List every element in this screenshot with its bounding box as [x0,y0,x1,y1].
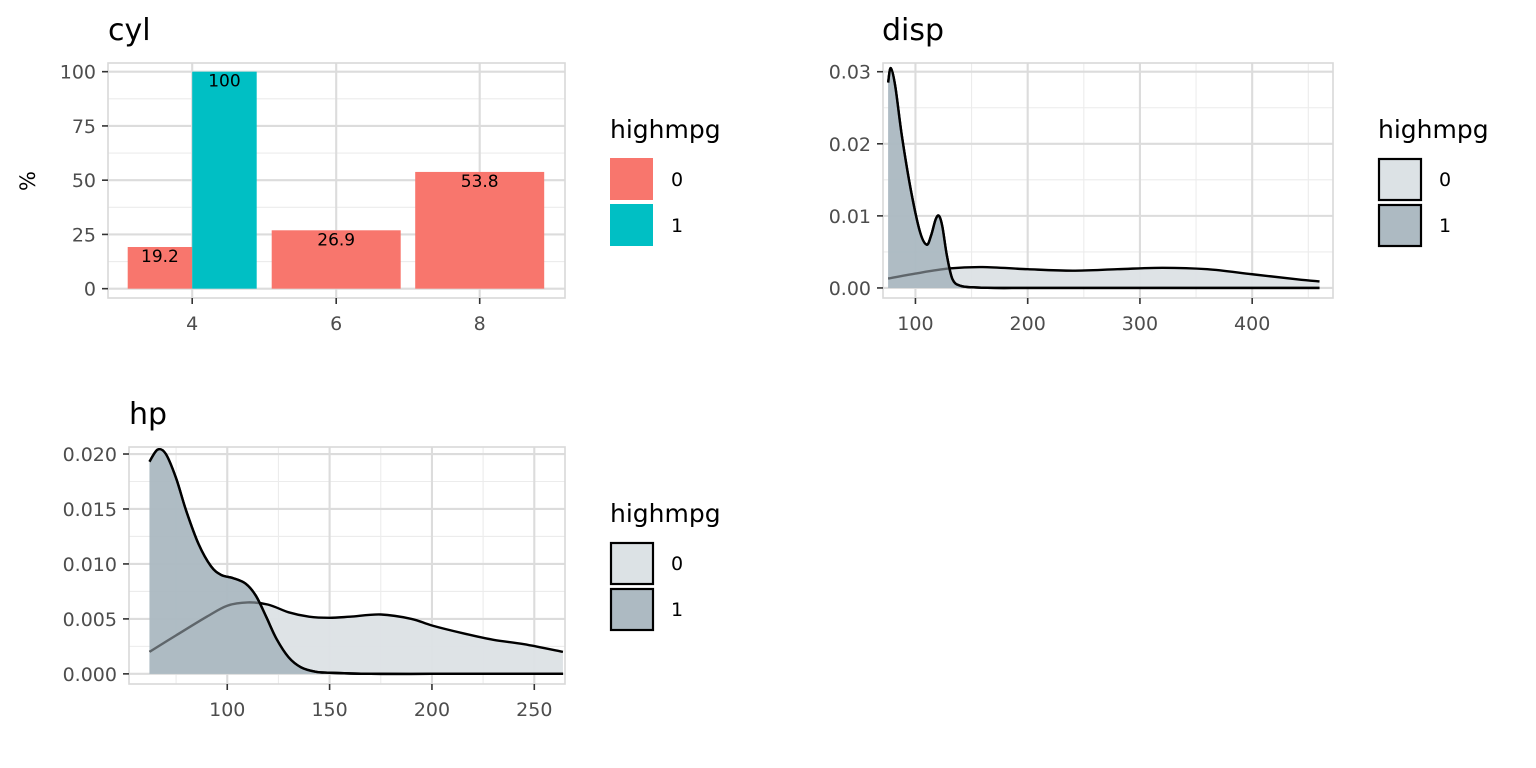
bar [271,230,401,289]
panel-border [128,446,566,685]
y-axis-label: % [16,171,40,191]
legend-title: highmpg [1378,115,1489,144]
legend-label-0: 0 [1439,169,1451,191]
y-tick-label: 0.020 [63,444,117,466]
legend-key-0 [609,541,655,586]
y-tick-label: 0.03 [829,62,871,84]
x-tick-label: 400 [1234,313,1270,335]
panel-border [882,62,1334,299]
x-tick-label: 6 [330,313,342,335]
legend-label-0: 0 [671,169,683,191]
x-tick-label: 300 [1122,313,1158,335]
chart-title-disp: disp [882,13,944,48]
data-label: 100 [208,72,240,92]
y-tick-label: 0 [84,279,96,301]
bar [127,247,193,289]
x-tick-label: 100 [209,699,245,721]
legend-key-0 [1377,157,1423,202]
x-tick-label: 4 [186,313,198,335]
y-tick-label: 25 [72,224,96,246]
legend-key-1 [610,204,653,246]
bar [415,171,545,289]
y-tick-label: 100 [60,62,96,84]
y-tick-label: 0.010 [63,554,117,576]
density-area-0 [888,267,1320,288]
bar [192,71,257,289]
chart-title-hp: hp [129,397,167,432]
y-tick-label: 0.02 [829,134,871,156]
legend-title: highmpg [610,115,721,144]
legend-key-1 [1377,203,1423,248]
legend-label-1: 1 [671,599,683,621]
legend-label-0: 0 [671,553,683,575]
legend-2: highmpg 0 1 [609,499,721,632]
density-line-top [886,66,1320,290]
y-tick-label: 0.01 [829,206,871,228]
density-overlay [888,68,1320,288]
x-tick-label: 250 [516,699,552,721]
x-tick-label: 200 [414,699,450,721]
density-line-top [148,447,563,676]
chart-hp: 0.000 0.005 0.010 0.015 0.020 100 150 200 250 [63,444,566,721]
chart-title-cyl: cyl [108,13,151,48]
data-label: 26.9 [317,230,355,250]
y-tick-label: 0.015 [63,499,117,521]
y-tick-label: 0.005 [63,609,117,631]
y-tick-label: 75 [72,116,96,138]
legend-label-1: 1 [1439,215,1451,237]
chart-cyl: 19.2 100 26.9 53.8 0 25 50 75 100 4 6 8% [16,62,566,335]
density-line-1 [886,66,1320,290]
density-area-1 [888,68,1320,288]
legend-1: highmpg 0 1 [1377,115,1489,248]
data-label: 19.2 [141,247,179,267]
x-tick-label: 8 [474,313,486,335]
y-tick-label: 0.00 [829,278,871,300]
legend-label-1: 1 [671,215,683,237]
legend-key-0 [610,158,653,200]
x-tick-label: 100 [897,313,933,335]
legend-title: highmpg [610,499,721,528]
chart-disp: 0.00 0.01 0.02 0.03 100 200 300 400 [829,62,1334,335]
legend-0: highmpg 0 1 [610,115,721,246]
x-tick-label: 150 [311,699,347,721]
y-tick-label: 0.000 [63,664,117,686]
data-label: 53.8 [461,172,499,192]
density-overlay [149,449,563,674]
x-tick-label: 200 [1010,313,1046,335]
y-tick-label: 50 [72,170,96,192]
legend-key-1 [609,587,655,632]
